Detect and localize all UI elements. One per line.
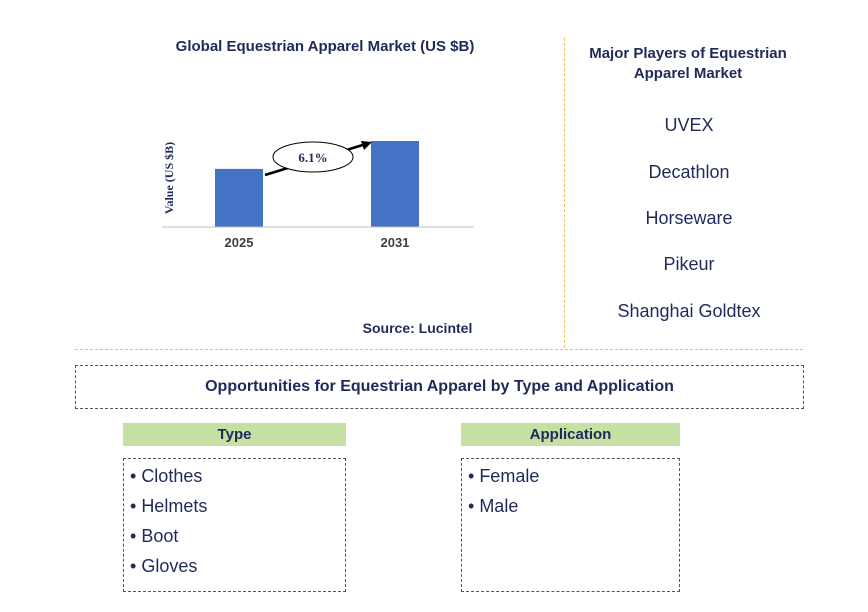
type-header: Type xyxy=(123,423,346,446)
player-item: Horseware xyxy=(645,208,733,228)
player-item: Pikeur xyxy=(663,254,715,274)
growth-arrowhead xyxy=(361,141,372,150)
list-item: • Clothes xyxy=(130,466,203,486)
horizontal-divider xyxy=(75,349,803,350)
cagr-bubble xyxy=(272,141,354,173)
bar-chart: Value (US $B) 2025 2031 6.1% xyxy=(162,141,474,250)
y-axis-label: Value (US $B) xyxy=(162,142,176,214)
source-note: Source: Lucintel xyxy=(362,320,473,336)
players-title: Major Players of Equestrian Apparel Mark… xyxy=(589,45,787,82)
bar-2031 xyxy=(371,141,419,227)
player-item: UVEX xyxy=(664,115,714,135)
player-item: Shanghai Goldtex xyxy=(617,301,761,321)
bar-2025 xyxy=(215,168,263,227)
vertical-divider xyxy=(564,38,565,348)
cagr-label: 6.1% xyxy=(298,150,327,165)
player-item: Decathlon xyxy=(648,162,730,182)
list-item: • Boot xyxy=(130,526,179,546)
opportunities-title: Opportunities for Equestrian Apparel by … xyxy=(205,378,674,395)
list-item: • Helmets xyxy=(130,496,208,516)
x-tick-label: 2025 xyxy=(225,235,254,250)
application-header: Application xyxy=(461,423,680,446)
list-item: • Gloves xyxy=(130,556,198,576)
list-item: • Female xyxy=(468,466,540,486)
opportunities-banner: Opportunities for Equestrian Apparel by … xyxy=(75,365,804,409)
x-tick-label: 2031 xyxy=(381,235,410,250)
application-list: • Female • Male xyxy=(461,458,680,592)
type-list: • Clothes • Helmets • Boot • Gloves xyxy=(123,458,346,592)
chart-title: Global Equestrian Apparel Market (US $B) xyxy=(175,38,475,55)
list-item: • Male xyxy=(468,496,519,516)
